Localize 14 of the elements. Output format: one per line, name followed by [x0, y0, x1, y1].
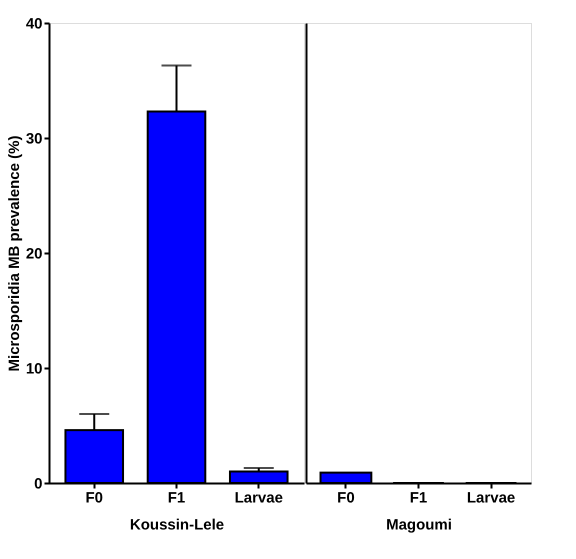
- y-axis-title: Microsporidia MB prevalence (%): [6, 136, 23, 372]
- x-tick-label: Larvae: [466, 490, 516, 506]
- y-tick-label: 30: [26, 130, 42, 148]
- x-tick-label: F0: [337, 490, 355, 506]
- y-tick-label: 10: [26, 360, 42, 378]
- x-tick-label: F0: [85, 490, 103, 506]
- x-tick-label: F1: [410, 490, 428, 506]
- y-tick-label: 40: [26, 16, 42, 32]
- y-tick-label: 20: [26, 246, 42, 262]
- x-axis-title: Magoumi: [386, 516, 452, 534]
- y-tick-label: 0: [34, 476, 42, 492]
- x-tick-label: Larvae: [234, 490, 283, 506]
- x-tick-label: F1: [168, 490, 186, 506]
- x-axis-title: Koussin-Lele: [130, 516, 224, 534]
